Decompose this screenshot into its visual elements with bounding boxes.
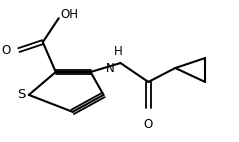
Text: N: N xyxy=(106,61,115,75)
Text: S: S xyxy=(17,88,26,101)
Text: OH: OH xyxy=(61,8,79,21)
Text: O: O xyxy=(144,118,153,131)
Text: O: O xyxy=(2,44,11,57)
Text: H: H xyxy=(114,45,123,58)
